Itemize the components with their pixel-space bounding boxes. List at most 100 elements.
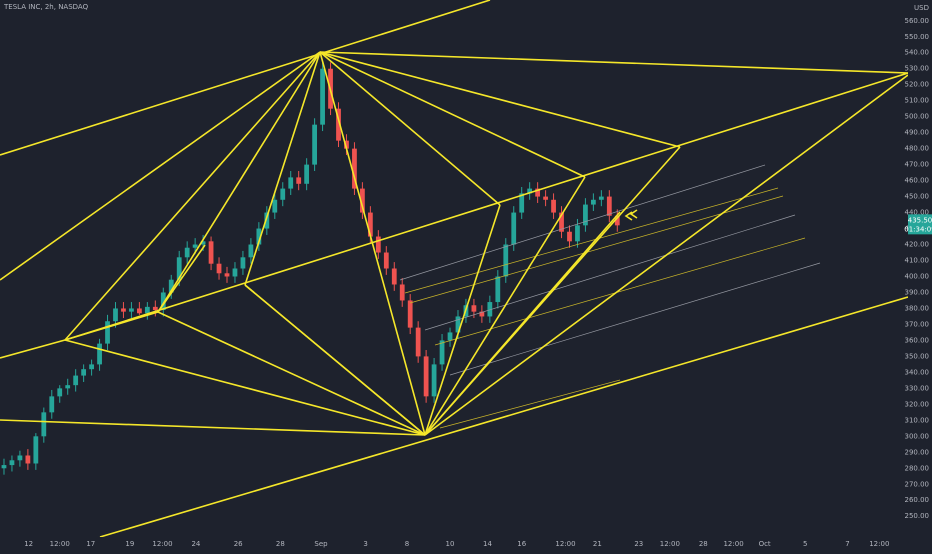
x-tick-label: 5 xyxy=(803,540,807,548)
y-tick-label: 290.00 xyxy=(905,448,930,456)
candle-body xyxy=(41,412,47,437)
drawing-lines xyxy=(0,0,909,538)
y-tick-label: 480.00 xyxy=(905,145,930,153)
candles xyxy=(1,62,620,475)
candle-body xyxy=(606,196,612,216)
y-tick-label: 280.00 xyxy=(905,464,930,472)
candle-body xyxy=(304,164,310,184)
candle-body xyxy=(352,148,357,189)
candle-body xyxy=(360,188,365,213)
y-tick-label: 500.00 xyxy=(905,113,930,121)
candle-body xyxy=(256,228,262,245)
x-tick-label: 28 xyxy=(276,540,285,548)
y-tick-label: 360.00 xyxy=(905,336,930,344)
y-tick-label: 510.00 xyxy=(905,97,930,105)
x-tick-label: 16 xyxy=(517,540,526,548)
candle-body xyxy=(415,327,421,357)
symbol-title: TESLA INC, 2h, NASDAQ xyxy=(3,3,89,11)
candle-body xyxy=(160,292,166,311)
candle-body xyxy=(367,212,373,237)
y-tick-label: 330.00 xyxy=(905,384,930,392)
candle-body xyxy=(65,385,71,389)
candle-body xyxy=(439,340,445,365)
candle-body xyxy=(232,268,238,277)
candle-body xyxy=(200,241,206,245)
y-tick-label: 250.00 xyxy=(905,512,930,520)
candle-body xyxy=(391,268,397,285)
candle-body xyxy=(312,124,318,165)
y-tick-label: 540.00 xyxy=(905,49,930,57)
y-tick-label: 440.00 xyxy=(905,209,930,217)
candle-body xyxy=(455,316,461,333)
y-tick-label: 380.00 xyxy=(905,304,930,312)
time-axis xyxy=(0,537,932,550)
x-tick-label: 8 xyxy=(405,540,409,548)
candle-body xyxy=(73,375,79,386)
x-tick-label: 7 xyxy=(845,540,849,548)
x-tick-label: 14 xyxy=(483,540,492,548)
x-tick-label: 12 xyxy=(24,540,33,548)
candle-body xyxy=(399,284,405,301)
candle-body xyxy=(184,247,190,258)
candle-body xyxy=(17,455,23,461)
y-tick-label: 340.00 xyxy=(905,368,930,376)
candle-body xyxy=(89,364,94,370)
candle-body xyxy=(288,177,294,189)
y-tick-label: 300.00 xyxy=(905,432,930,440)
candle-body xyxy=(543,196,548,200)
x-tick-label: 12:00 xyxy=(723,540,743,548)
candle-body xyxy=(97,343,102,365)
candle-body xyxy=(471,305,477,312)
candle-body xyxy=(25,455,31,464)
candle-body xyxy=(57,388,63,397)
price-axis xyxy=(908,0,932,550)
y-tick-label: 460.00 xyxy=(905,177,930,185)
candle-body xyxy=(511,212,517,245)
candle-body xyxy=(479,311,485,317)
x-tick-label: 17 xyxy=(86,540,95,548)
y-tick-label: 270.00 xyxy=(905,480,930,488)
candle-body xyxy=(113,308,118,322)
last-price-box xyxy=(908,214,932,235)
currency: USD xyxy=(914,4,929,12)
candle-body xyxy=(527,188,533,194)
x-tick-label: 12:00 xyxy=(660,540,680,548)
y-tick-label: 400.00 xyxy=(905,272,930,280)
candle-body xyxy=(136,308,142,314)
y-tick-label: 450.00 xyxy=(905,193,930,201)
y-tick-label: 520.00 xyxy=(905,81,930,89)
y-tick-label: 310.00 xyxy=(905,416,930,424)
countdown-label: 01:34:09 xyxy=(904,225,932,233)
candle-body xyxy=(320,68,325,125)
candle-body xyxy=(280,188,286,200)
candle-body xyxy=(1,465,7,469)
y-tick-label: 490.00 xyxy=(905,129,930,137)
candle-body xyxy=(431,364,437,397)
x-tick-label: 12:00 xyxy=(555,540,575,548)
candle-body xyxy=(9,460,15,466)
candle-body xyxy=(121,308,126,312)
y-tick-label: 350.00 xyxy=(905,352,930,360)
y-tick-label: 260.00 xyxy=(905,496,930,504)
last-price-label: 435.50 xyxy=(908,216,932,224)
candle-body xyxy=(487,302,493,317)
x-tick-label: 23 xyxy=(634,540,643,548)
x-tick-label: Oct xyxy=(759,540,771,548)
candle-body xyxy=(224,273,230,277)
y-tick-label: 390.00 xyxy=(905,288,930,296)
candle-body xyxy=(208,241,214,264)
candle-body xyxy=(383,252,389,269)
candle-body xyxy=(551,199,556,213)
candle-body xyxy=(336,108,341,141)
candle-body xyxy=(407,300,413,328)
x-tick-label: 12:00 xyxy=(50,540,70,548)
candle-body xyxy=(168,279,174,293)
candle-body xyxy=(495,276,501,303)
candle-body xyxy=(33,436,39,464)
candle-body xyxy=(590,199,596,205)
x-tick-label: 24 xyxy=(191,540,200,548)
y-tick-label: 410.00 xyxy=(905,257,930,265)
y-tick-label: 320.00 xyxy=(905,400,930,408)
